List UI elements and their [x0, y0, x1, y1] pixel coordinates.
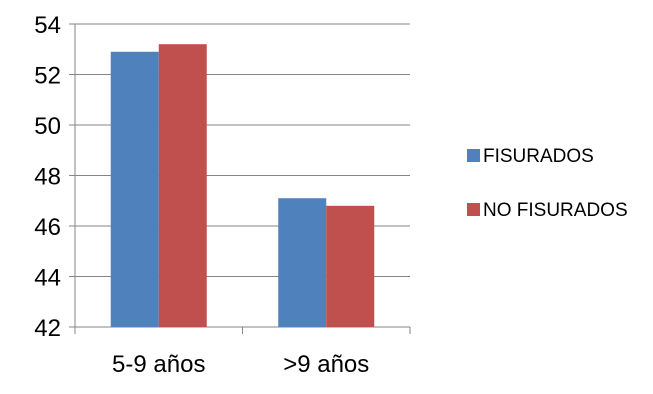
y-tick-label: 50	[34, 113, 61, 140]
bar-no-fisurados-1	[326, 205, 375, 327]
y-tick-label: 54	[34, 12, 61, 39]
legend-label: NO FISURADOS	[483, 200, 628, 221]
y-tick-label: 42	[34, 315, 61, 342]
bar-fisurados-1	[278, 198, 327, 327]
y-tick-label: 52	[34, 63, 61, 90]
x-tick-label: >9 años	[283, 351, 369, 378]
bar-no-fisurados-0	[158, 44, 207, 327]
legend-swatch-no-fisurados	[467, 203, 480, 216]
y-tick-labels: 42 44 46 48 50 52 54	[34, 12, 61, 342]
y-tick-label: 46	[34, 214, 61, 241]
x-tick-labels: 5-9 años >9 años	[112, 351, 369, 378]
x-tick-label: 5-9 años	[112, 351, 205, 378]
bar-fisurados-0	[110, 51, 159, 328]
legend-label: FISURADOS	[483, 146, 594, 167]
y-tick-label: 44	[34, 265, 61, 292]
legend: FISURADOS NO FISURADOS	[467, 146, 628, 221]
y-tick-label: 48	[34, 164, 61, 191]
legend-swatch-fisurados	[467, 149, 480, 162]
bars	[110, 44, 375, 328]
